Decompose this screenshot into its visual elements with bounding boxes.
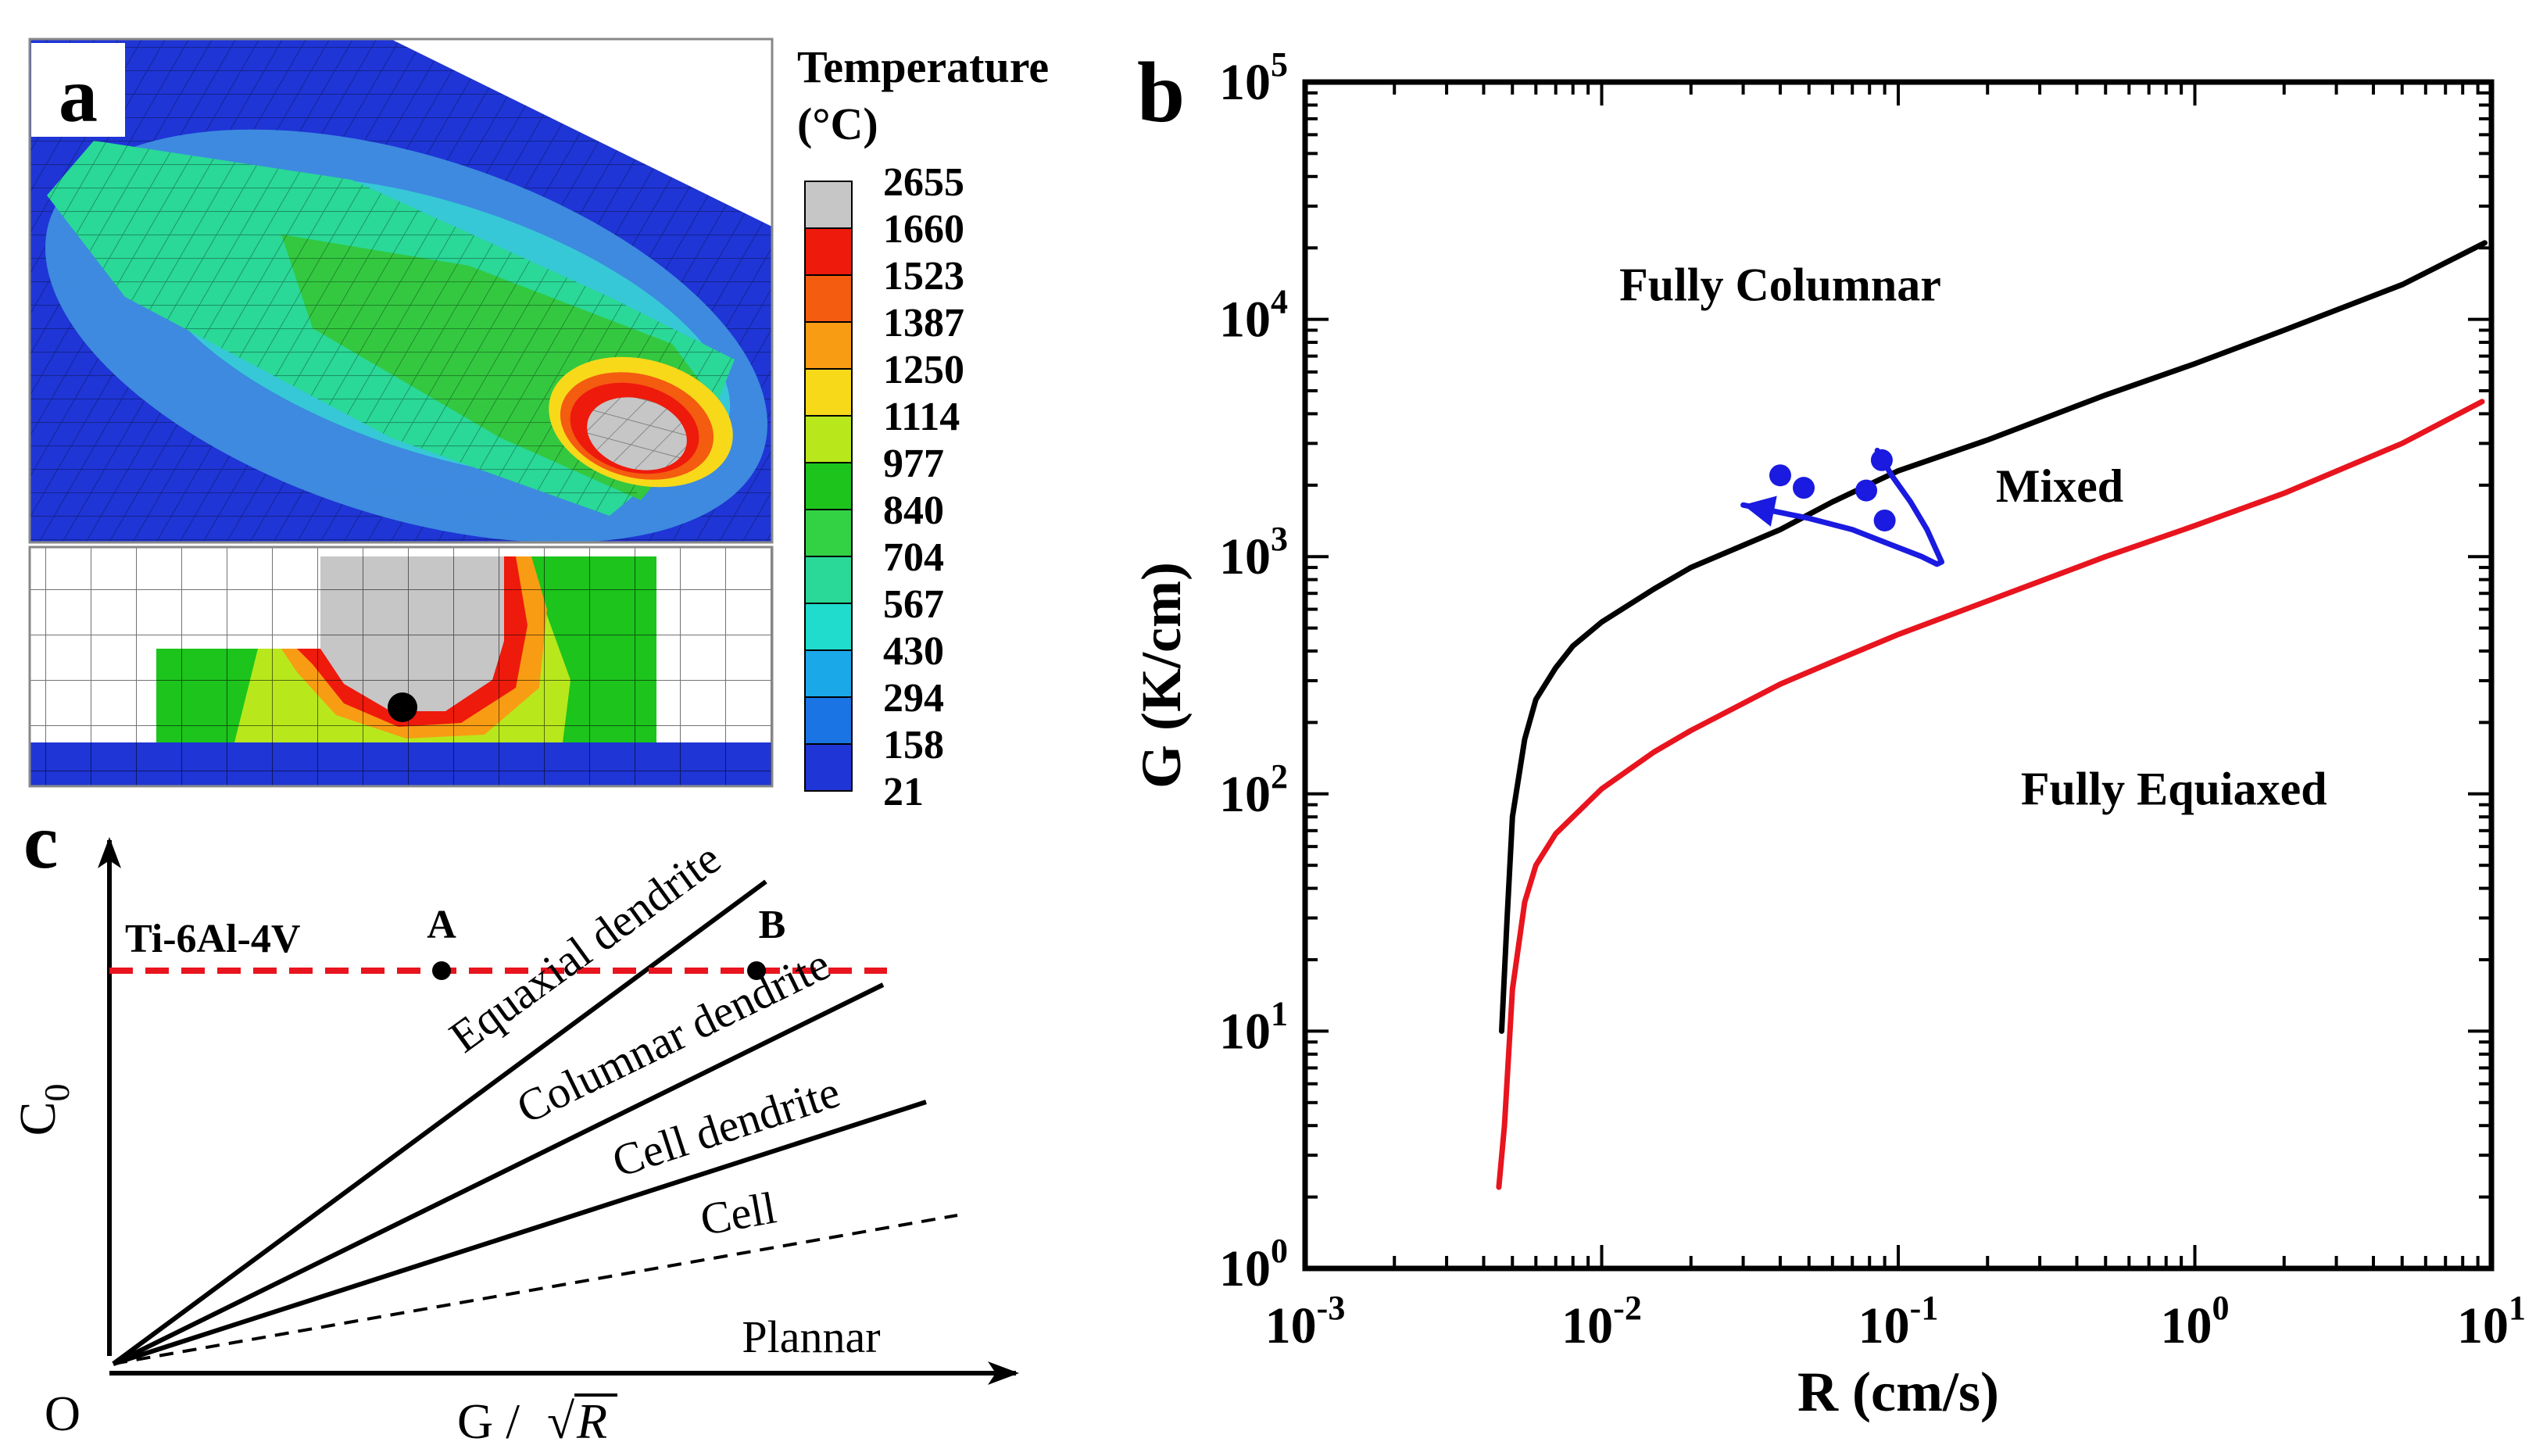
c-x-label-radicand: R [576,1393,607,1449]
legend-title-line1: Temperature [797,41,1049,92]
boundary-cell [113,1214,958,1365]
panel-b-chart: 10-3 10-2 10-1 100 101 100 101 102 103 104 105 Fu… [1130,45,2526,1423]
colorbar-segment [804,274,853,323]
colorbar-segment [804,415,853,463]
series-melt-pool-path [1740,447,1944,567]
series-lines [1496,240,2488,1190]
y-tick-label: 100 [1219,1232,1288,1297]
region-annotation: Fully Columnar [1619,259,1941,311]
y-tick-label: 103 [1219,520,1288,585]
colorbar-label: 21 [883,770,924,814]
alloy-label: Ti-6Al-4V [125,917,300,961]
point-b-label: B [759,903,786,947]
y-tick-label: 101 [1219,994,1288,1060]
y-tick-label: 105 [1219,45,1288,111]
data-point [1855,479,1878,502]
panel-a-label: a [59,52,98,138]
panel-c-label: c [23,798,58,885]
colorbar-segment [804,649,853,698]
x-tick-label: 10-3 [1265,1289,1346,1354]
colorbar-segment [804,696,853,745]
melt-pool-path-arrowhead [1743,495,1777,527]
region-plannar: Plannar [742,1311,880,1362]
data-point [1769,464,1791,487]
y-tick-labels: 100 101 102 103 104 105 [1219,45,1288,1297]
colorbar-label: 294 [883,676,944,721]
legend-title-line2: (°C) [797,98,878,149]
temperature-colorbar-labels: 2655166015231387125011149778407045674302… [883,160,964,814]
point-a [432,961,451,980]
axis-ticks [1304,82,2491,1270]
melt-pool-marker [388,692,417,722]
colorbar-label: 1523 [883,254,964,299]
point-b [747,961,766,980]
data-point [1873,509,1896,531]
region-annotation: Mixed [1996,460,2123,512]
colorbar-label: 840 [883,488,944,533]
colorbar-label: 1250 [883,348,964,392]
colorbar-label: 1114 [883,395,960,439]
panel-c: c C0 O G / √ R Ti-6Al-4V A B Equaxial de… [9,798,1019,1449]
boundary-columnar [112,982,885,1366]
x-tick-label: 101 [2457,1289,2526,1354]
panel-a-label-box [31,43,125,137]
x-tick-label: 10-2 [1561,1289,1642,1354]
boundary-cell-dendrite [113,1100,927,1366]
panel-b-label: b [1137,45,1185,140]
data-point [1793,477,1815,499]
colorbar-segment [804,462,853,510]
colorbar-segment [804,743,853,792]
melt-pool-3d-view [30,39,772,542]
colorbar-segment [804,368,853,417]
colorbar-label: 704 [883,535,944,580]
colorbar-segment [804,603,853,651]
x-tick-labels: 10-3 10-2 10-1 100 101 [1265,1289,2526,1354]
colorbar-label: 567 [883,582,944,627]
panel-a: a Temperature (°C) 265516601523138712501… [28,38,1049,814]
colorbar-segment [804,556,853,604]
c-x-label: G / √ R [457,1393,617,1449]
colorbar-label: 1660 [883,207,964,252]
region-cell-dendrite: Cell dendrite [606,1066,846,1187]
x-tick-label: 100 [2161,1289,2230,1354]
colorbar-label: 430 [883,629,944,674]
series-columnar-boundary [1499,240,2488,1034]
region-annotations: Fully Columnar Mixed Fully Equiaxed [1619,259,2327,815]
point-a-label: A [427,903,456,947]
temperature-colorbar [804,181,853,792]
colorbar-segment [804,321,853,370]
colorbar-label: 158 [883,723,944,767]
c-y-label: C0 [9,1083,77,1136]
y-tick-label: 102 [1219,757,1288,823]
colorbar-label: 977 [883,442,944,486]
y-tick-label: 104 [1219,283,1288,349]
c-x-label-root: √ [547,1393,575,1449]
c-x-label-text: G / [457,1393,520,1449]
x-axis-label: R (cm/s) [1797,1361,1999,1423]
colorbar-segment [804,181,853,229]
boundary-equaxial [112,879,767,1366]
x-tick-label: 10-1 [1858,1289,1939,1354]
colorbar-label: 1387 [883,301,964,345]
region-cell: Cell [696,1182,779,1245]
series-equiaxed-boundary [1496,399,2485,1190]
c-origin-label: O [45,1386,80,1441]
panel-b: b 10-3 10-2 10-1 100 101 100 101 102 103 104 105 … [1130,45,2526,1423]
colorbar-segment [804,509,853,557]
colorbar-segment [804,227,853,276]
colorbar-label: 2655 [883,160,964,205]
melt-pool-cross-section [30,547,772,786]
data-point [1870,449,1893,471]
data-points [1769,449,1896,531]
y-axis-label: G (K/cm) [1130,562,1193,789]
region-annotation: Fully Equiaxed [2021,764,2327,815]
